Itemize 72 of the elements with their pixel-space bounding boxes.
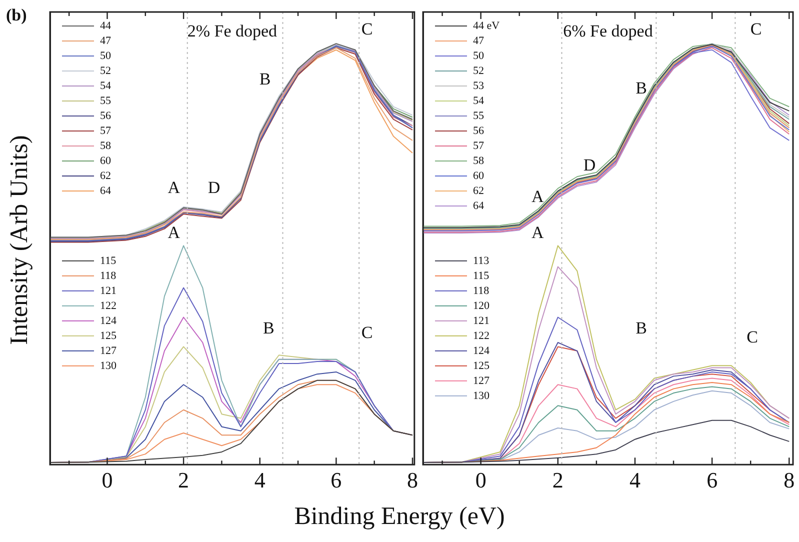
legend-label: 118 — [100, 270, 117, 282]
legend-label: 127 — [100, 344, 117, 357]
x-tick-label: 4 — [629, 468, 640, 493]
legend-label: 122 — [100, 300, 116, 312]
legend-label: 60 — [473, 170, 484, 182]
annotation: D — [208, 178, 220, 197]
legend-label: 44 eV — [473, 20, 500, 32]
legend-label: 118 — [473, 284, 490, 297]
legend-label: 62 — [473, 184, 484, 197]
legend-label: 113 — [473, 254, 490, 267]
legend-label: 50 — [100, 50, 112, 62]
legend-label: 56 — [100, 110, 112, 122]
text: (b) — [6, 5, 27, 24]
x-axis-title: Binding Energy (eV) — [293, 503, 506, 531]
annotation: B — [636, 78, 647, 98]
legend-label: 60 — [100, 154, 112, 167]
legend-label: 64 — [473, 200, 484, 212]
legend-label: 124 — [473, 344, 490, 357]
annotation: B — [636, 318, 647, 338]
legend-label: 125 — [100, 330, 117, 342]
x-tick-label: 8 — [784, 468, 795, 493]
legend-label: 125 — [473, 360, 490, 372]
x-tick-label: 6 — [330, 468, 342, 493]
x-tick-label: 0 — [475, 468, 486, 493]
annotation: A — [532, 187, 545, 206]
annotation: B — [262, 318, 274, 338]
legend-label: 115 — [100, 254, 117, 267]
annotation: C — [746, 327, 758, 346]
legend-label: 57 — [100, 124, 112, 137]
legend-label: 44 — [100, 20, 112, 32]
annotation: A — [168, 178, 181, 197]
legend-label: 124 — [100, 314, 117, 327]
annotation: C — [361, 322, 373, 342]
legend-label: 121 — [473, 314, 490, 327]
x-tick-label: 0 — [102, 468, 113, 493]
legend-label: 122 — [473, 330, 490, 342]
annotation: D — [583, 155, 596, 174]
legend-label: 50 — [473, 50, 484, 62]
x-tick-label: 6 — [706, 468, 718, 493]
legend-label: 121 — [100, 284, 116, 297]
legend-label: 130 — [100, 360, 117, 372]
x-tick-label: 4 — [254, 468, 266, 493]
legend-label: 130 — [473, 390, 490, 402]
legend-label: 47 — [473, 34, 484, 47]
x-tick-label: 8 — [406, 468, 418, 493]
legend-label: 52 — [100, 64, 111, 77]
legend-label: 57 — [473, 140, 484, 152]
annotation: B — [259, 69, 271, 88]
annotation: A — [168, 223, 181, 242]
legend-label: 58 — [473, 154, 484, 167]
text: C — [361, 20, 373, 39]
legend-label: 56 — [473, 124, 484, 137]
legend-label: 47 — [100, 34, 112, 47]
chart-title: 2% Fe doped — [187, 21, 278, 40]
y-axis-title: Intensity (Arb Units) — [6, 135, 34, 345]
legend-label: 55 — [473, 110, 484, 122]
x-tick-label: 2 — [178, 468, 190, 493]
annotation: A — [532, 223, 545, 242]
legend-label: 54 — [100, 80, 112, 92]
legend-label: 120 — [473, 300, 490, 312]
text: C — [750, 20, 762, 39]
legend-label: 52 — [473, 64, 484, 77]
x-tick-label: 2 — [552, 468, 564, 493]
legend-label: 54 — [473, 94, 484, 107]
legend-label: 64 — [100, 184, 112, 197]
legend-label: 62 — [100, 170, 111, 182]
chart-title: 6% Fe doped — [563, 21, 654, 40]
legend-label: 115 — [473, 270, 490, 282]
legend-label: 55 — [100, 94, 112, 107]
legend-label: 53 — [473, 80, 484, 92]
legend-label: 127 — [473, 374, 490, 387]
legend-label: 58 — [100, 140, 112, 152]
